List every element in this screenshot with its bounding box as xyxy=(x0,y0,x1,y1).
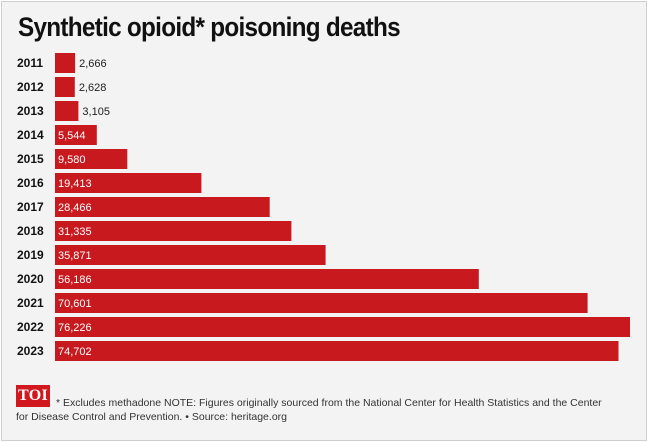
year-label-2013: 2013 xyxy=(17,104,44,118)
bar-2011 xyxy=(55,53,76,73)
value-label-2023: 74,702 xyxy=(58,346,92,358)
value-label-2012: 2,628 xyxy=(79,82,107,94)
bar-2023 xyxy=(55,341,619,361)
value-label-2022: 76,226 xyxy=(58,322,92,334)
toi-logo: TOI xyxy=(16,385,50,407)
value-label-2017: 28,466 xyxy=(58,202,92,214)
bar-2012 xyxy=(55,77,75,97)
year-label-2019: 2019 xyxy=(17,248,44,262)
year-label-2014: 2014 xyxy=(17,128,44,142)
value-label-2016: 19,413 xyxy=(58,178,92,190)
year-label-2015: 2015 xyxy=(17,152,44,166)
bar-2017 xyxy=(55,197,270,217)
year-label-2021: 2021 xyxy=(17,296,44,310)
value-label-2020: 56,186 xyxy=(58,274,92,286)
year-label-2017: 2017 xyxy=(17,200,44,214)
value-label-2014: 5,544 xyxy=(58,130,86,142)
bar-2016 xyxy=(55,173,202,193)
bar-2014 xyxy=(55,125,97,145)
chart-title: Synthetic opioid* poisoning deaths xyxy=(18,12,401,42)
footnote: * Excludes methadone NOTE: Figures origi… xyxy=(16,397,602,423)
bar-2015 xyxy=(55,149,128,169)
bar-2013 xyxy=(55,101,79,121)
value-label-2018: 31,335 xyxy=(58,226,92,238)
bar-2022 xyxy=(55,317,630,337)
value-label-2021: 70,601 xyxy=(58,298,92,310)
year-label-2016: 2016 xyxy=(17,176,44,190)
year-label-2020: 2020 xyxy=(17,272,44,286)
value-label-2015: 9,580 xyxy=(58,154,86,166)
bar-2020 xyxy=(55,269,479,289)
bar-2019 xyxy=(55,245,326,265)
year-label-2012: 2012 xyxy=(17,80,44,94)
value-label-2019: 35,871 xyxy=(58,250,92,262)
bar-2021 xyxy=(55,293,588,313)
year-label-2022: 2022 xyxy=(17,320,44,334)
bar-2018 xyxy=(55,221,292,241)
year-label-2011: 2011 xyxy=(17,56,43,70)
value-label-2011: 2,666 xyxy=(79,58,107,70)
value-label-2013: 3,105 xyxy=(82,106,110,118)
year-label-2023: 2023 xyxy=(17,344,44,358)
year-label-2018: 2018 xyxy=(17,224,44,238)
